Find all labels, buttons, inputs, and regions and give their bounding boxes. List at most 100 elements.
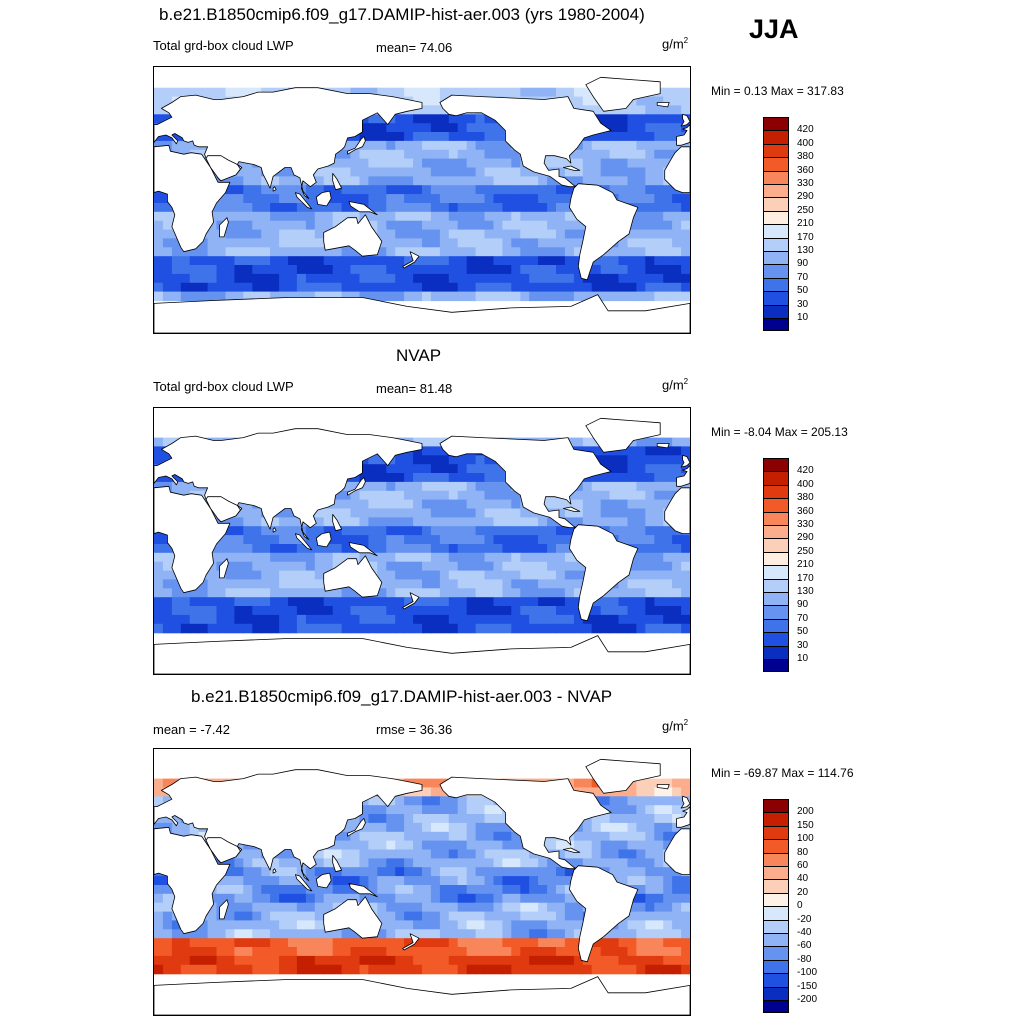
colorbar-label: 170 xyxy=(797,231,814,243)
colorbar-label: 10 xyxy=(797,312,809,323)
panel1-units: g/m2 xyxy=(662,36,689,52)
colorbar-swatch xyxy=(763,277,789,292)
colorbar-swatch xyxy=(763,852,789,867)
colorbar-swatch xyxy=(763,839,789,854)
colorbar-swatch xyxy=(763,659,789,673)
colorbar-swatch xyxy=(763,251,789,265)
colorbar-label: 380 xyxy=(797,151,814,163)
colorbar-swatch xyxy=(763,565,789,580)
panel2-map-svg xyxy=(154,417,690,674)
colorbar-label: -100 xyxy=(797,967,818,979)
colorbar-label: 100 xyxy=(797,833,814,845)
colorbar-label: 210 xyxy=(797,218,814,230)
colorbar-swatch xyxy=(763,973,789,988)
colorbar-label: 380 xyxy=(797,492,814,504)
colorbar-swatch xyxy=(763,645,789,660)
colorbar-swatch xyxy=(763,592,789,606)
colorbar-swatch xyxy=(763,237,789,252)
panel1-variable-label: Total grd-box cloud LWP xyxy=(153,38,294,53)
panel2-mean-label: mean= 81.48 xyxy=(376,381,453,396)
panel1-title: b.e21.B1850cmip6.f09_g17.DAMIP-hist-aer.… xyxy=(159,5,645,24)
panel1-map xyxy=(153,66,691,334)
colorbar-swatch xyxy=(763,291,789,306)
colorbar-swatch xyxy=(763,170,789,185)
colorbar-swatch xyxy=(763,578,789,593)
colorbar-swatch xyxy=(763,538,789,553)
panel2-minmax: Min = -8.04 Max = 205.13 xyxy=(711,425,848,439)
colorbar-label: 40 xyxy=(797,873,809,885)
colorbar-swatch xyxy=(763,304,789,319)
colorbar-label: 250 xyxy=(797,204,814,216)
colorbar-label: 10 xyxy=(797,653,809,664)
colorbar-swatch xyxy=(763,525,789,539)
colorbar-swatch xyxy=(763,224,789,239)
colorbar-swatch xyxy=(763,1000,789,1014)
colorbar-label: -200 xyxy=(797,994,818,1005)
colorbar-label: 360 xyxy=(797,164,814,176)
colorbar-label: -60 xyxy=(797,940,812,952)
panel1-mean-label: mean= 74.06 xyxy=(376,40,453,55)
colorbar-swatch xyxy=(763,632,789,647)
colorbar-label: 70 xyxy=(797,271,809,283)
colorbar-swatch xyxy=(763,906,789,921)
colorbar-label: 60 xyxy=(797,860,809,871)
colorbar-swatch xyxy=(763,551,789,566)
colorbar-swatch xyxy=(763,264,789,279)
colorbar-label: 0 xyxy=(797,900,803,912)
colorbar-label: 50 xyxy=(797,285,809,297)
panel1-minmax: Min = 0.13 Max = 317.83 xyxy=(711,84,844,98)
colorbar-swatch xyxy=(763,458,789,472)
panel2-units: g/m2 xyxy=(662,377,689,393)
colorbar-label: -80 xyxy=(797,953,812,965)
panel3-mean-label: mean = -7.42 xyxy=(153,722,230,737)
colorbar-swatch xyxy=(763,143,789,158)
colorbar-label: 150 xyxy=(797,819,814,831)
colorbar-swatch xyxy=(763,484,789,499)
colorbar-label: 170 xyxy=(797,572,814,584)
colorbar-swatch xyxy=(763,157,789,172)
colorbar-swatch xyxy=(763,866,789,880)
colorbar-swatch xyxy=(763,318,789,332)
colorbar-label: 420 xyxy=(797,465,814,477)
colorbar-label: 400 xyxy=(797,137,814,149)
colorbar-swatch xyxy=(763,184,789,198)
colorbar-label: 70 xyxy=(797,612,809,624)
panel3-map-svg xyxy=(154,758,690,1015)
colorbar-swatch xyxy=(763,511,789,526)
colorbar-swatch xyxy=(763,605,789,620)
colorbar-label: -20 xyxy=(797,913,812,925)
panel1-map-svg xyxy=(154,76,690,333)
coastlines xyxy=(154,417,690,674)
panel3-rmse-label: rmse = 36.36 xyxy=(376,722,453,737)
colorbar-label: 30 xyxy=(797,639,809,651)
panel2-map xyxy=(153,407,691,675)
colorbar-label: 200 xyxy=(797,806,814,818)
colorbar-label: 90 xyxy=(797,258,809,270)
colorbar-swatch xyxy=(763,471,789,486)
colorbar-label: 20 xyxy=(797,886,809,898)
panel3-colorbar xyxy=(763,799,789,1014)
colorbar-label: 30 xyxy=(797,298,809,310)
colorbar-swatch xyxy=(763,959,789,974)
colorbar-swatch xyxy=(763,879,789,894)
coastlines xyxy=(154,758,690,1015)
panel3-units: g/m2 xyxy=(662,718,689,734)
colorbar-label: 400 xyxy=(797,478,814,490)
panel3-title: b.e21.B1850cmip6.f09_g17.DAMIP-hist-aer.… xyxy=(191,687,613,706)
colorbar-label: 290 xyxy=(797,191,814,203)
colorbar-swatch xyxy=(763,892,789,907)
colorbar-label: 130 xyxy=(797,586,814,597)
colorbar-swatch xyxy=(763,197,789,212)
colorbar-label: 290 xyxy=(797,532,814,544)
colorbar-label: 50 xyxy=(797,626,809,638)
colorbar-swatch xyxy=(763,799,789,813)
colorbar-label: 330 xyxy=(797,178,814,189)
colorbar-label: 250 xyxy=(797,545,814,557)
season-label: JJA xyxy=(749,14,799,44)
colorbar-swatch xyxy=(763,498,789,513)
colorbar-swatch xyxy=(763,986,789,1001)
colorbar-label: 90 xyxy=(797,599,809,611)
colorbar-swatch xyxy=(763,210,789,225)
panel2-colorbar xyxy=(763,458,789,673)
colorbar-swatch xyxy=(763,825,789,840)
